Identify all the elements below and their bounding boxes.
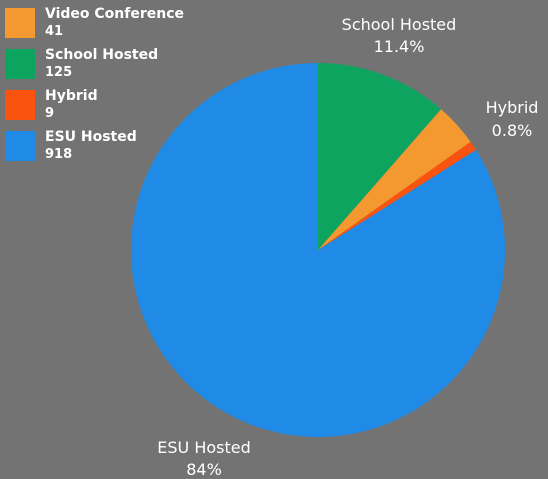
legend-swatch [5, 8, 35, 38]
slice-label-name: Hybrid [486, 98, 539, 117]
legend-swatch [5, 131, 35, 161]
legend-count: 9 [45, 106, 55, 121]
pie-slice-esu-hosted[interactable] [130, 63, 505, 438]
pie-slice-video-conference[interactable] [318, 109, 471, 251]
slice-label-name: ESU Hosted [157, 438, 251, 457]
pie-slice-school-hosted[interactable] [318, 63, 442, 250]
slice-label-percent: 84% [186, 460, 222, 479]
legend-count: 41 [45, 24, 64, 39]
slice-label-name: School Hosted [342, 15, 457, 34]
legend-label: Hybrid [45, 88, 98, 104]
legend-count: 125 [45, 65, 73, 80]
legend-label: ESU Hosted [45, 129, 137, 145]
slice-label-percent: 11.4% [374, 37, 425, 56]
legend-label: School Hosted [45, 47, 159, 63]
slice-label-percent: 0.8% [492, 121, 533, 140]
legend-swatch [5, 49, 35, 79]
pie-slice-hybrid[interactable] [318, 141, 476, 250]
legend-swatch [5, 90, 35, 120]
legend-label: Video Conference [45, 6, 185, 22]
legend-count: 918 [45, 147, 73, 162]
